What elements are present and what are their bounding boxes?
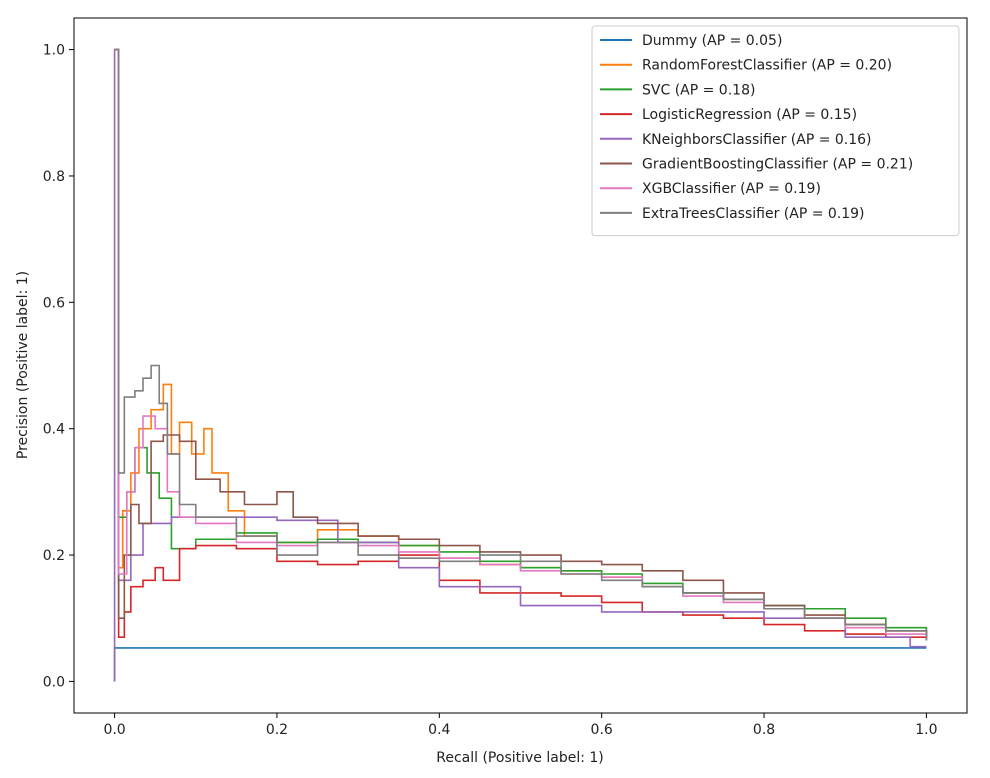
y-tick-label: 1.0: [43, 43, 65, 59]
y-tick-label: 0.6: [43, 295, 65, 311]
plot-area: [113, 48, 928, 682]
y-tick-label: 0.0: [43, 674, 65, 690]
y-tick-label: 0.8: [43, 169, 65, 185]
x-axis-label: Recall (Positive label: 1): [436, 750, 604, 766]
legend-box: [591, 25, 960, 237]
plot-frame: [73, 17, 968, 714]
series-line-kneighborsclassifier: [113, 48, 927, 682]
legend-label-xgbclassifier: XGBClassifier (AP = 0.19): [642, 181, 821, 197]
x-tick-label: 0.2: [266, 722, 288, 738]
legend-label-dummy: Dummy (AP = 0.05): [642, 33, 782, 49]
series-line-dummy: [113, 647, 927, 682]
series-line-extratreesclassifier: [114, 48, 928, 641]
x-tick-label: 1.0: [915, 722, 937, 738]
x-tick-label: 0.6: [591, 722, 613, 738]
legend-label-logisticregression: LogisticRegression (AP = 0.15): [642, 107, 857, 123]
legend-label-svc: SVC (AP = 0.18): [642, 82, 755, 98]
x-tick-label: 0.0: [103, 722, 125, 738]
legend-label-extratreesclassifier: ExtraTreesClassifier (AP = 0.19): [642, 206, 865, 222]
series-line-gradientboostingclassifier: [114, 48, 928, 638]
x-tick-label: 0.8: [753, 722, 775, 738]
legend-label-gradientboostingclassifier: GradientBoostingClassifier (AP = 0.21): [642, 157, 913, 173]
y-axis: 0.0 0.2 0.4 0.6 0.8 1.0: [43, 43, 74, 690]
legend-label-kneighborsclassifier: KNeighborsClassifier (AP = 0.16): [642, 132, 872, 148]
x-tick-label: 0.4: [428, 722, 450, 738]
x-axis: 0.0 0.2 0.4 0.6 0.8 1.0: [103, 713, 938, 738]
legend-label-randomforestclassifier: RandomForestClassifier (AP = 0.20): [642, 58, 892, 74]
y-tick-label: 0.4: [43, 422, 65, 438]
legend: Dummy (AP = 0.05) RandomForestClassifier …: [591, 25, 960, 237]
y-axis-label: Precision (Positive label: 1): [15, 271, 31, 459]
y-tick-label: 0.2: [43, 548, 65, 564]
